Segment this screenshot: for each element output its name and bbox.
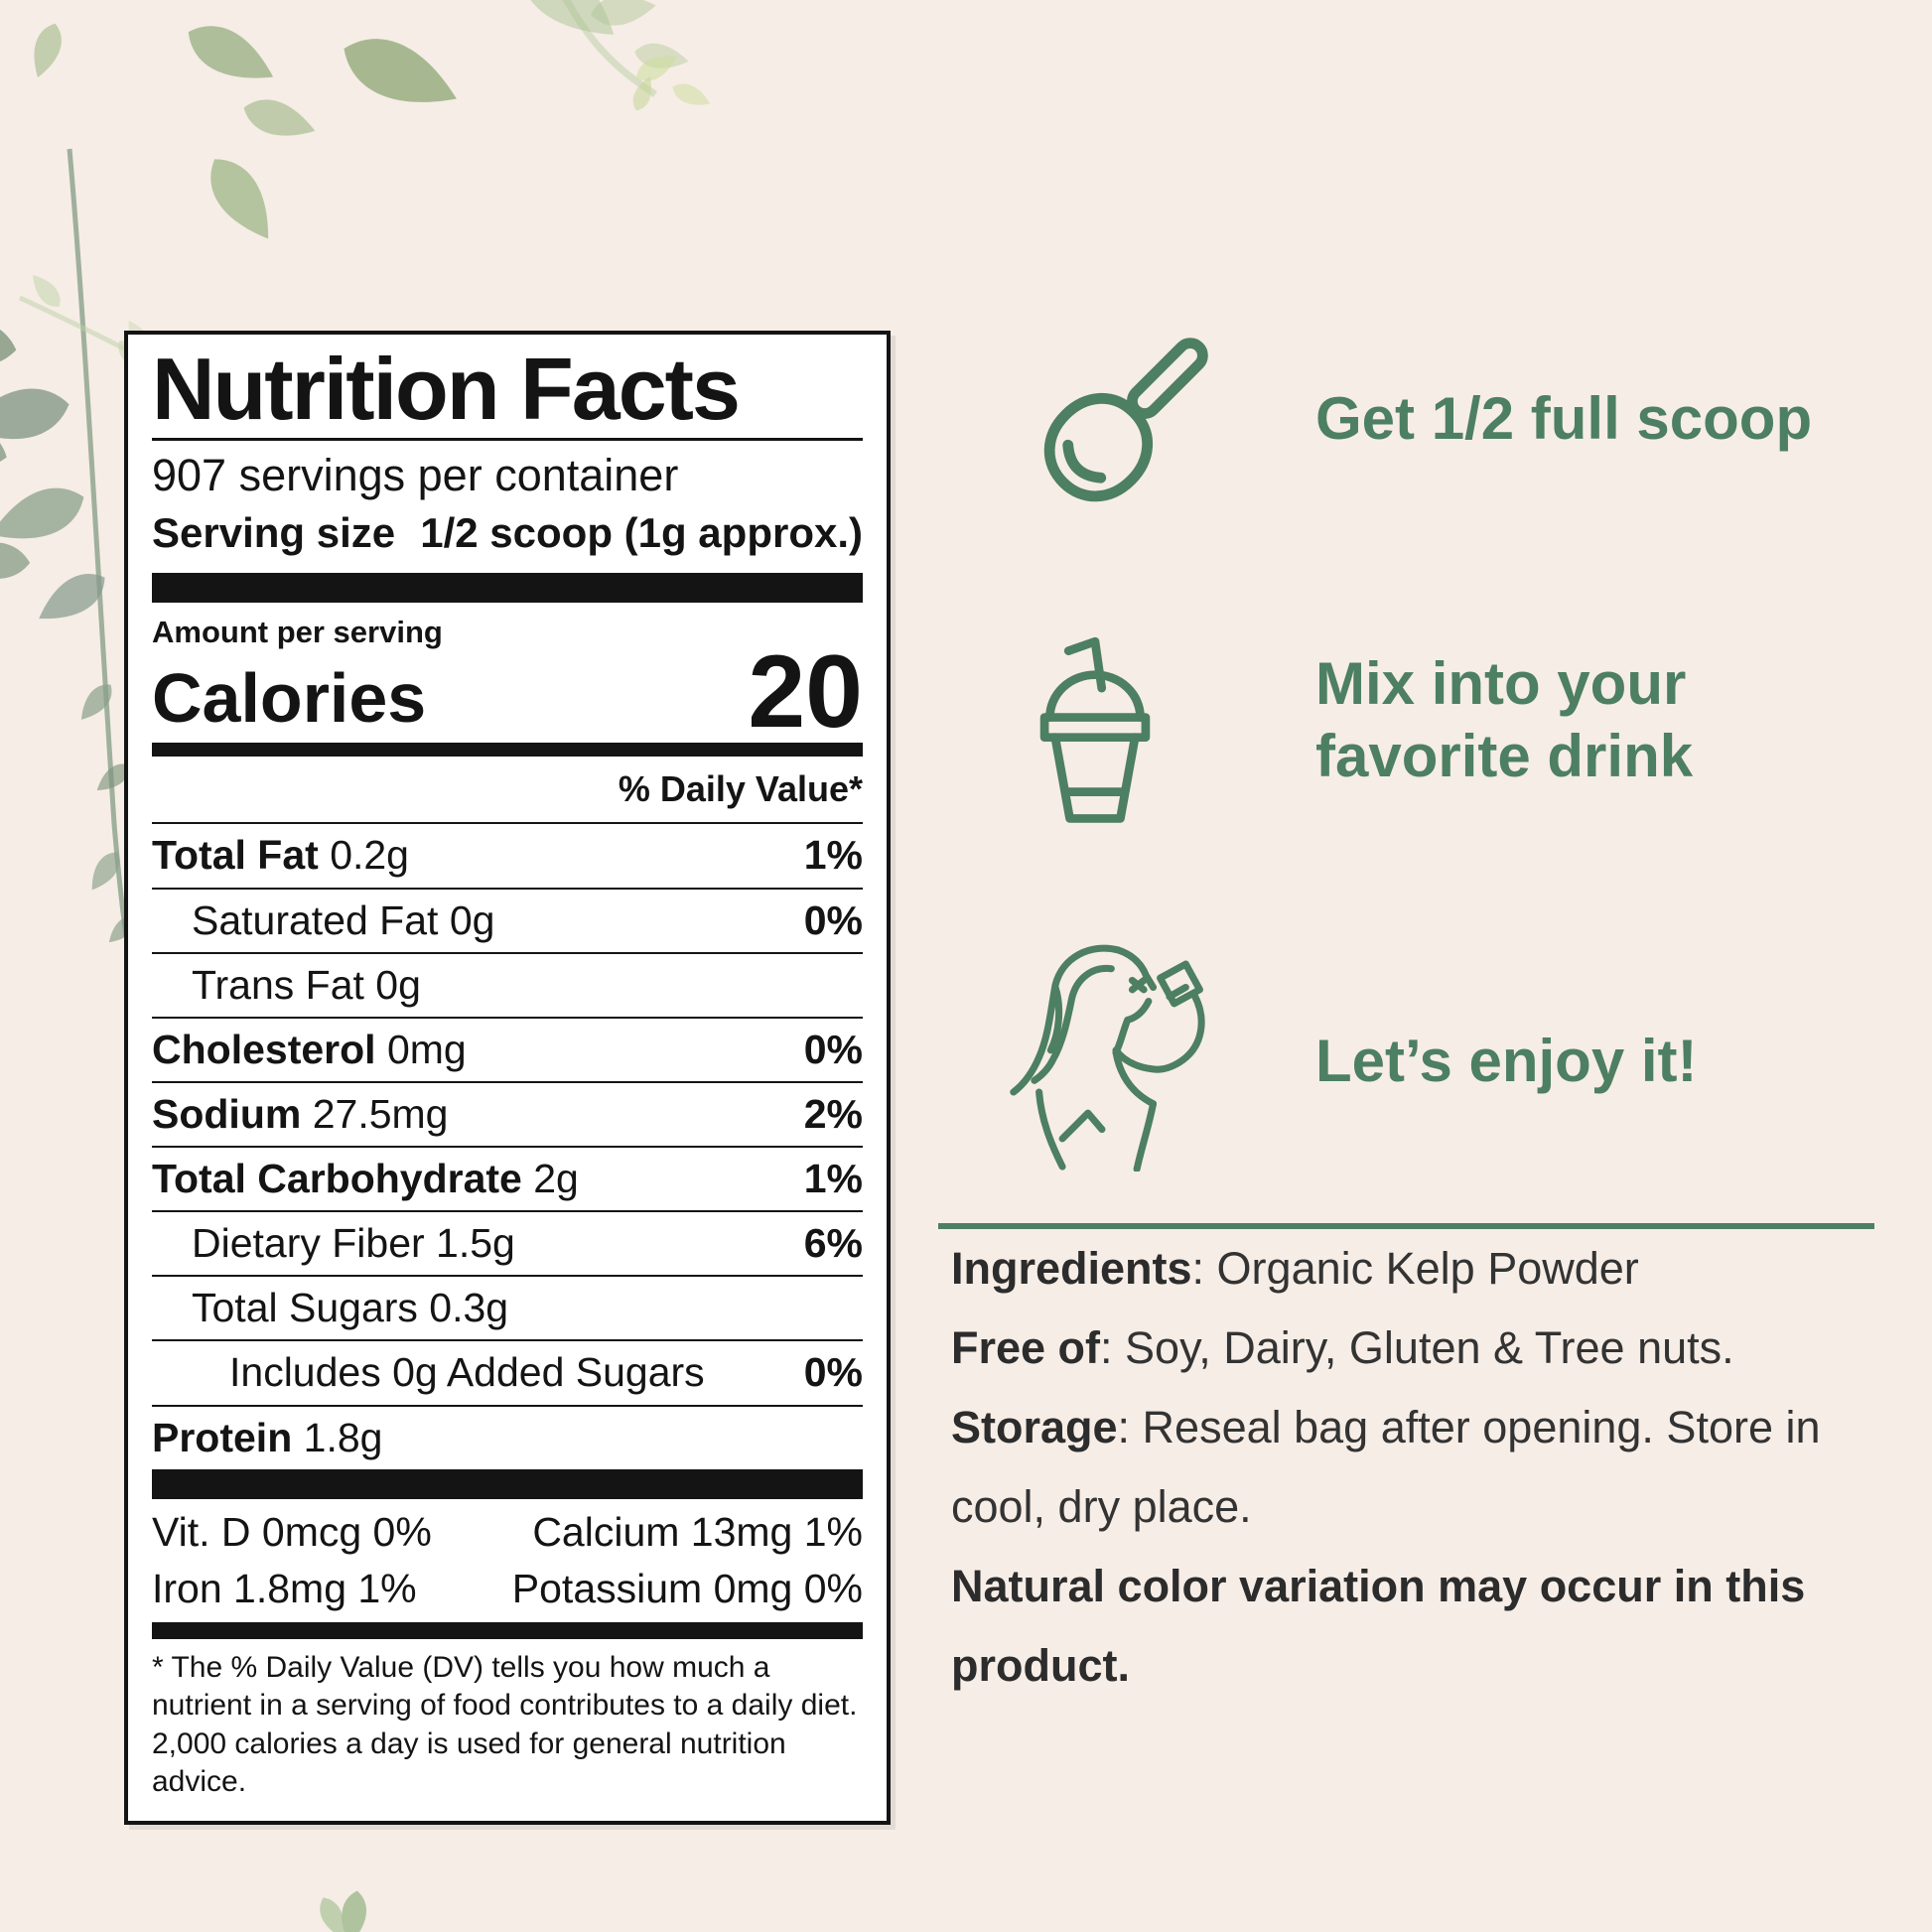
- divider-bar: [152, 743, 863, 758]
- nutrient-row-trans-fat: Trans Fat 0g: [152, 951, 863, 1017]
- servings-per-container: 907 servings per container: [152, 449, 679, 500]
- divider-bar: [152, 1621, 863, 1639]
- nutrient-row-sodium: Sodium 27.5mg 2%: [152, 1080, 863, 1146]
- ingredients-line: Ingredients: Organic Kelp Powder: [951, 1243, 1639, 1294]
- product-info-block: Ingredients: Organic Kelp Powder Free of…: [951, 1229, 1889, 1706]
- storage-line: Storage: Reseal bag after opening. Store…: [951, 1402, 1821, 1532]
- section-divider: [938, 1223, 1874, 1229]
- nutrition-facts-label: Nutrition Facts 907 servings per contain…: [124, 331, 891, 1826]
- nutrition-facts-title: Nutrition Facts: [152, 345, 863, 441]
- step-2-text: Mix into your favorite drink: [1315, 650, 1694, 790]
- nutrient-row-cholesterol: Cholesterol 0mg 0%: [152, 1016, 863, 1081]
- nutrient-row-protein: Protein 1.8g: [152, 1404, 863, 1469]
- micronutrient-row-2: Iron 1.8mg 1% Potassium 0mg 0%: [152, 1565, 863, 1611]
- calories-value: 20: [748, 634, 863, 751]
- drink-cup-icon: [1029, 621, 1162, 849]
- serving-size-label: Serving size: [152, 509, 396, 557]
- daily-value-header: % Daily Value*: [618, 768, 863, 810]
- step-1-text: Get 1/2 full scoop: [1315, 385, 1813, 452]
- color-variation-line: Natural color variation may occur in thi…: [951, 1561, 1806, 1691]
- nutrient-row-total-fat: Total Fat 0.2g 1%: [152, 822, 863, 887]
- nutrient-row-total-sugars: Total Sugars 0.3g: [152, 1275, 863, 1339]
- nutrient-row-added-sugars: Includes 0g Added Sugars 0%: [152, 1339, 863, 1404]
- serving-size-value: 1/2 scoop (1g approx.): [420, 509, 863, 557]
- amount-per-serving: Amount per serving: [152, 615, 443, 650]
- daily-value-footnote: * The % Daily Value (DV) tells you how m…: [152, 1650, 858, 1798]
- nutrient-row-total-carbohydrate: Total Carbohydrate 2g 1%: [152, 1146, 863, 1210]
- step-3-text: Let’s enjoy it!: [1315, 1028, 1698, 1094]
- nutrient-row-dietary-fiber: Dietary Fiber 1.5g 6%: [152, 1210, 863, 1275]
- free-of-line: Free of: Soy, Dairy, Gluten & Tree nuts.: [951, 1322, 1734, 1373]
- divider-bar: [152, 1468, 863, 1499]
- serving-size-row: Serving size 1/2 scoop (1g approx.): [152, 499, 863, 573]
- divider-bar: [152, 573, 863, 604]
- calories-label: Calories: [152, 659, 427, 738]
- micronutrient-row-1: Vit. D 0mcg 0% Calcium 13mg 1%: [152, 1508, 863, 1555]
- woman-drinking-icon: [988, 938, 1244, 1173]
- calories-row: Calories 20: [152, 634, 863, 751]
- scoop-spoon-icon: [1011, 318, 1247, 516]
- nutrient-row-saturated-fat: Saturated Fat 0g 0%: [152, 887, 863, 952]
